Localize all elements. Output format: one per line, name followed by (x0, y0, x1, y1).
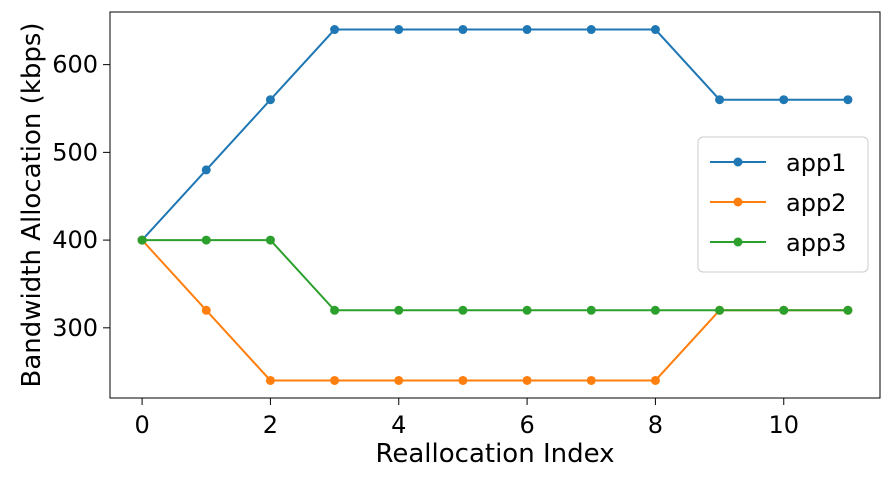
data-point-app1 (586, 25, 596, 35)
data-point-app1 (394, 25, 404, 35)
x-tick-label: 10 (768, 411, 799, 439)
x-tick-label: 6 (519, 411, 534, 439)
legend-marker-app1 (733, 157, 743, 167)
data-point-app2 (522, 375, 532, 385)
legend: app1 app2 app3 (697, 136, 869, 273)
legend-label-app3: app3 (786, 229, 846, 257)
data-point-app3 (394, 305, 404, 315)
y-tick-label: 500 (52, 138, 98, 166)
data-point-app2 (458, 375, 468, 385)
series-line-app1 (141, 28, 848, 241)
data-point-app1 (265, 95, 275, 105)
legend-marker-app2 (733, 197, 743, 207)
data-point-app3 (650, 305, 660, 315)
data-point-app1 (201, 165, 211, 175)
data-point-app3 (586, 305, 596, 315)
data-point-app3 (458, 305, 468, 315)
legend-label-app1: app1 (786, 149, 846, 177)
data-point-app3 (715, 305, 725, 315)
series-line-app3 (142, 239, 848, 312)
data-point-app3 (201, 235, 211, 245)
data-point-app2 (586, 375, 596, 385)
data-point-app1 (779, 95, 789, 105)
x-axis: 0 2 4 6 8 10 (134, 398, 799, 439)
series-layer (137, 25, 853, 385)
data-point-app1 (330, 25, 340, 35)
data-point-app3 (330, 305, 340, 315)
data-point-app3 (843, 305, 853, 315)
data-point-app2 (330, 375, 340, 385)
data-point-app1 (715, 95, 725, 105)
data-point-app1 (458, 25, 468, 35)
x-tick-label: 4 (391, 411, 406, 439)
data-point-app1 (522, 25, 532, 35)
data-point-app2 (201, 305, 211, 315)
data-point-app1 (843, 95, 853, 105)
data-point-app1 (650, 25, 660, 35)
plot-frame (109, 11, 881, 399)
legend-label-app2: app2 (786, 189, 846, 217)
data-point-app2 (394, 375, 404, 385)
data-point-app3 (522, 305, 532, 315)
data-point-app3 (265, 235, 275, 245)
data-point-app2 (265, 375, 275, 385)
x-tick-label: 8 (648, 411, 663, 439)
y-tick-label: 600 (52, 51, 98, 79)
y-tick-label: 400 (52, 226, 98, 254)
legend-marker-app3 (733, 237, 743, 247)
x-tick-label: 2 (263, 411, 278, 439)
y-axis-label: Bandwidth Allocation (kbps) (17, 22, 47, 387)
x-axis-label: Reallocation Index (375, 439, 614, 469)
legend-box (697, 136, 869, 273)
data-point-app3 (779, 305, 789, 315)
y-tick-label: 300 (52, 314, 98, 342)
data-point-app3 (137, 235, 147, 245)
y-axis: 300 400 500 600 (52, 51, 110, 342)
data-point-app2 (650, 375, 660, 385)
x-tick-label: 0 (134, 411, 149, 439)
